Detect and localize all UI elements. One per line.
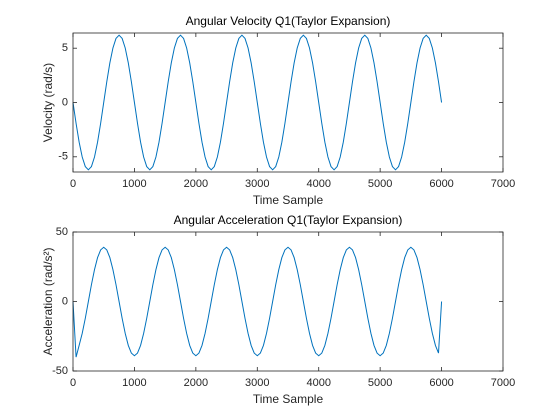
y-tick-label: -5 xyxy=(58,151,68,163)
x-tick-label: 7000 xyxy=(491,377,515,389)
y-axis-label: Acceleration (rad/s²) xyxy=(41,247,55,355)
x-tick-label: 2000 xyxy=(184,377,208,389)
x-axis-label: Time Sample xyxy=(253,193,324,207)
y-tick-label: 5 xyxy=(62,42,68,54)
y-tick-label: 50 xyxy=(56,226,68,238)
x-tick-label: 3000 xyxy=(245,377,269,389)
data-line xyxy=(72,246,443,358)
x-tick-label: 0 xyxy=(70,178,76,190)
chart-title: Angular Acceleration Q1(Taylor Expansion… xyxy=(174,213,403,227)
x-tick-label: 3000 xyxy=(245,178,269,190)
x-tick-label: 6000 xyxy=(429,377,453,389)
x-tick-label: 5000 xyxy=(368,377,392,389)
data-line xyxy=(72,34,443,171)
x-tick-label: 5000 xyxy=(368,178,392,190)
x-tick-label: 1000 xyxy=(122,178,146,190)
x-tick-label: 1000 xyxy=(122,377,146,389)
y-tick-label: 0 xyxy=(62,96,68,108)
axes-background xyxy=(73,232,503,371)
chart-title: Angular Velocity Q1(Taylor Expansion) xyxy=(186,14,391,28)
x-tick-label: 4000 xyxy=(306,178,330,190)
x-tick-label: 7000 xyxy=(491,178,515,190)
x-tick-label: 0 xyxy=(70,377,76,389)
x-tick-label: 2000 xyxy=(184,178,208,190)
y-axis-label: Velocity (rad/s) xyxy=(41,63,55,142)
y-tick-label: -50 xyxy=(52,365,68,377)
x-tick-label: 6000 xyxy=(429,178,453,190)
x-tick-label: 4000 xyxy=(306,377,330,389)
y-tick-label: 0 xyxy=(62,295,68,307)
x-axis-label: Time Sample xyxy=(253,392,324,406)
